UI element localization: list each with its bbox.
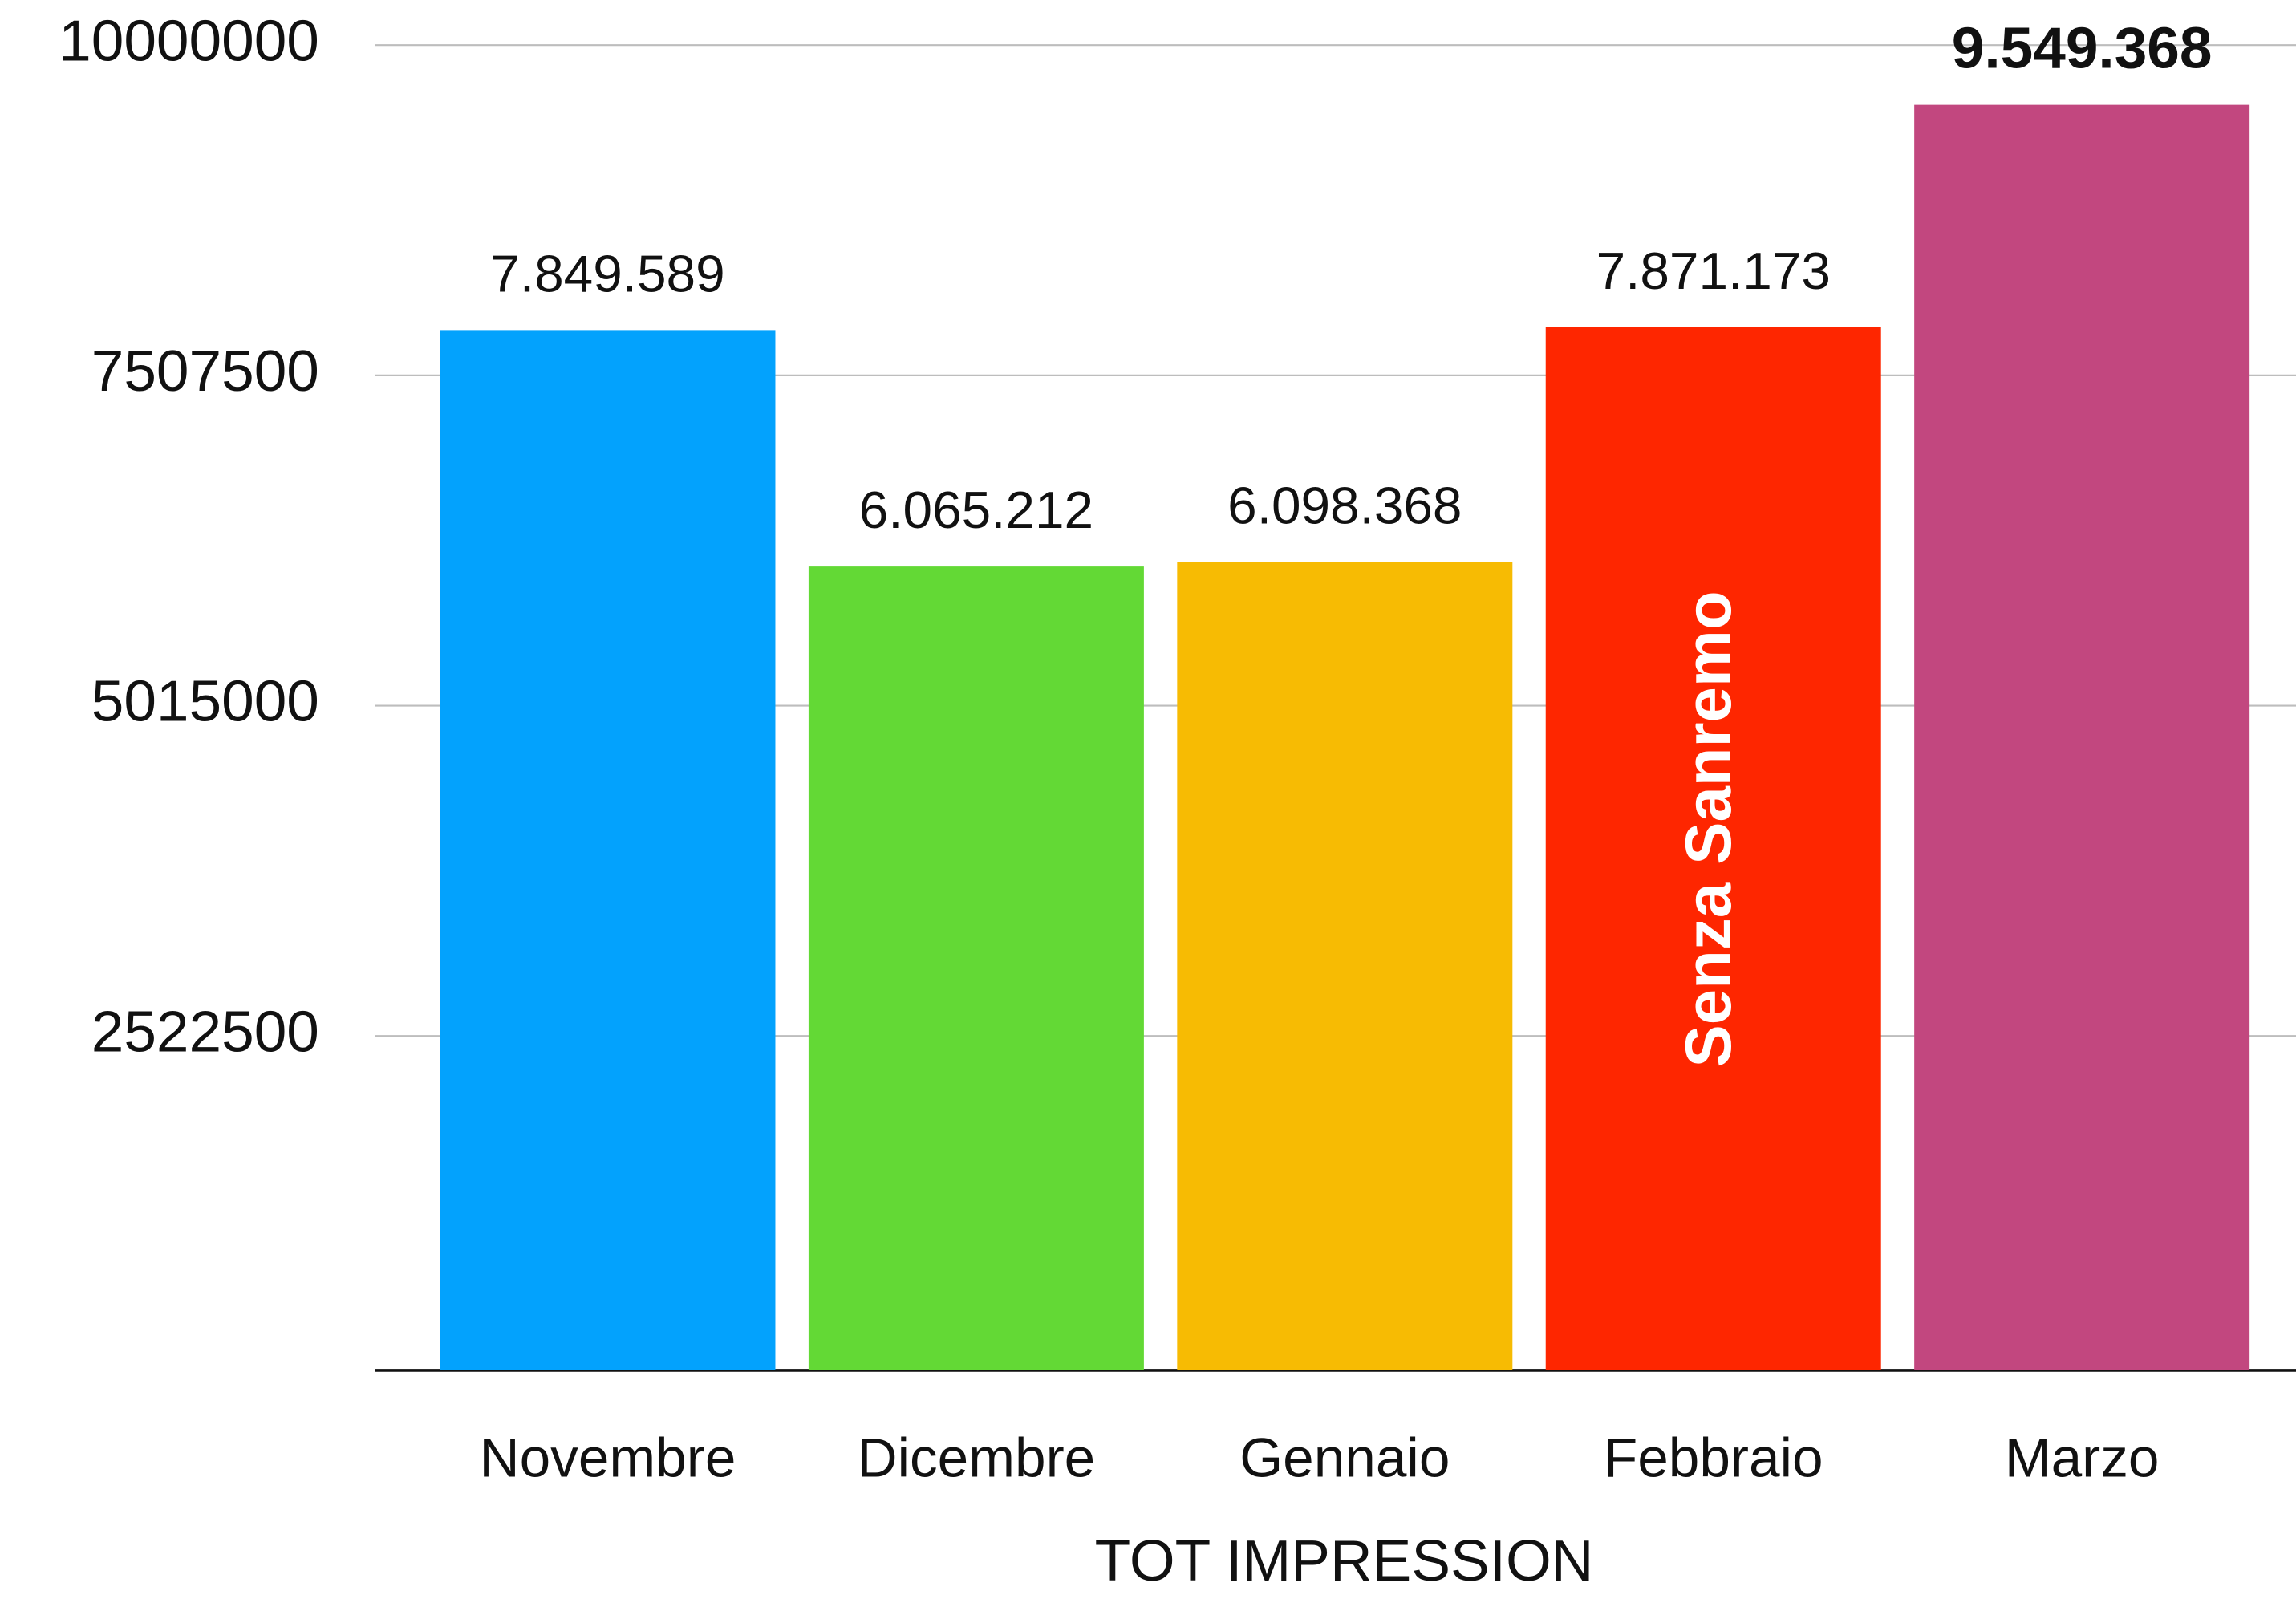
bar [440, 330, 776, 1370]
data-label: 7.871.173 [1596, 241, 1831, 300]
annotation: Senza Sanremo [1673, 590, 1744, 1067]
x-tick-label: Gennaio [1239, 1426, 1450, 1489]
bar [1914, 104, 2250, 1370]
y-tick-label: 7507500 [91, 339, 319, 404]
x-tick-label: Dicembre [858, 1426, 1096, 1489]
y-tick-label: 10000000 [59, 9, 319, 74]
data-label: 6.065.212 [859, 481, 1093, 539]
data-label: 6.098.368 [1227, 477, 1462, 535]
bar [1177, 562, 1513, 1370]
data-label: 7.849.589 [490, 245, 724, 303]
y-tick-label: 5015000 [91, 669, 319, 734]
x-tick-label: Novembre [480, 1426, 736, 1489]
bar [1545, 327, 1881, 1370]
x-tick-label: Febbraio [1604, 1426, 1823, 1489]
x-axis-label: TOT IMPRESSION [1095, 1528, 1594, 1593]
bar [808, 566, 1144, 1370]
y-tick-label: 2522500 [91, 1000, 319, 1065]
x-tick-label: Marzo [2005, 1426, 2160, 1489]
data-label: 9.549.368 [1952, 16, 2213, 81]
